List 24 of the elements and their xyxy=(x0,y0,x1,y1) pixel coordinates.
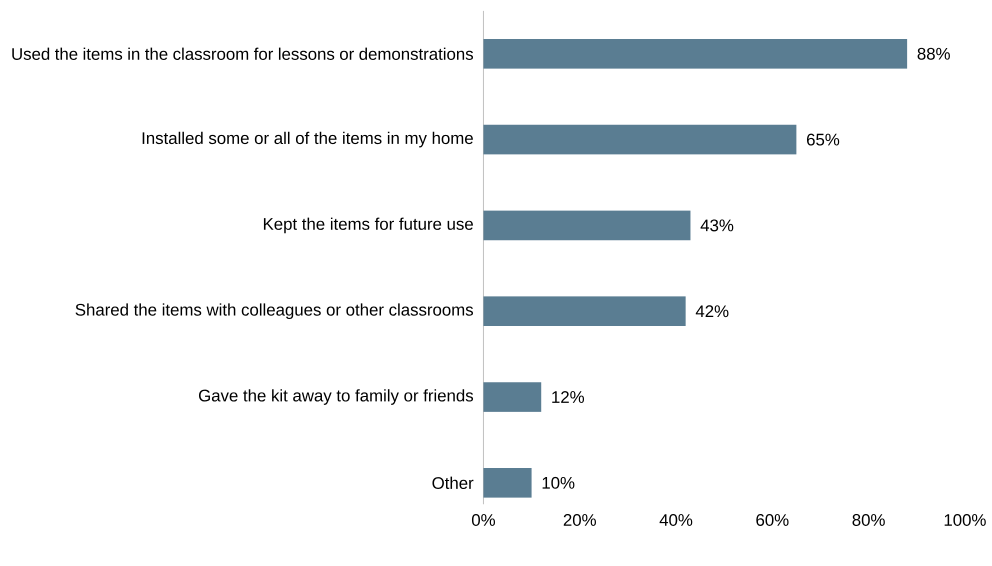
bar xyxy=(483,296,686,326)
data-label: 10% xyxy=(542,476,574,489)
data-label: 42% xyxy=(696,305,728,317)
y-tick-label: Installed some or all of the items in my home xyxy=(142,132,473,148)
data-label: 43% xyxy=(700,219,734,232)
x-tick-label: 60% xyxy=(756,514,789,526)
bar xyxy=(483,210,690,240)
bar xyxy=(483,382,542,412)
x-tick-label: 100% xyxy=(944,514,986,526)
x-tick-label: 80% xyxy=(852,514,885,526)
bar xyxy=(483,38,908,68)
y-tick-label: Shared the items with colleagues or other classrooms xyxy=(76,303,474,319)
data-label: 12% xyxy=(552,390,584,403)
bar xyxy=(483,124,796,154)
data-label: 88% xyxy=(918,48,950,60)
x-tick-label: 20% xyxy=(564,514,596,526)
y-tick-label: Kept the items for future use xyxy=(264,217,473,234)
y-tick-label: Gave the kit away to family or friends xyxy=(198,388,474,405)
x-tick-label: 40% xyxy=(660,514,692,526)
y-tick-label: Other xyxy=(432,476,474,489)
bar xyxy=(483,468,532,498)
data-label: 65% xyxy=(806,133,840,146)
x-tick-label: 0% xyxy=(472,514,495,526)
y-tick-label: Used the items in the classroom for lessons or demonstrations xyxy=(12,47,474,60)
